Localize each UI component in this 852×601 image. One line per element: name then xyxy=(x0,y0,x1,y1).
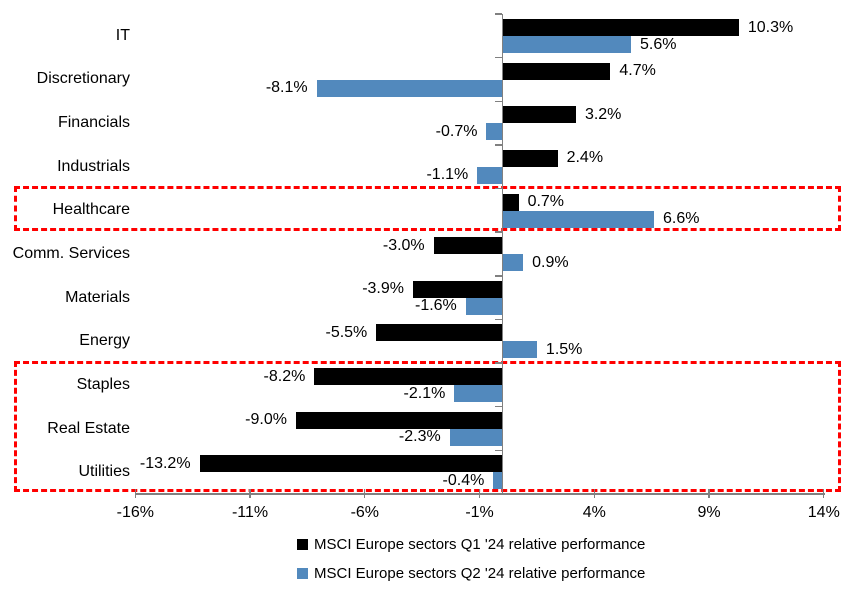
category-axis-tick xyxy=(494,56,502,59)
bar-q1 xyxy=(199,455,503,473)
x-axis-tick xyxy=(708,489,710,498)
value-label: 10.3% xyxy=(747,18,794,36)
value-label: 3.2% xyxy=(584,105,622,123)
bar-q1 xyxy=(502,19,739,36)
legend-label-q1: MSCI Europe sectors Q1 '24 relative perf… xyxy=(314,536,646,553)
category-axis-tick xyxy=(494,449,502,452)
category-axis-tick xyxy=(494,275,502,277)
bar-q2 xyxy=(465,297,503,315)
category-label: Comm. Services xyxy=(12,244,130,262)
bar-q2 xyxy=(486,123,503,141)
bar-q1 xyxy=(502,149,558,167)
bar-q1 xyxy=(314,368,503,386)
value-label: 1.5% xyxy=(545,340,583,358)
value-label: -2.1% xyxy=(403,384,446,402)
category-label: Discretionary xyxy=(36,70,130,88)
x-axis-tick xyxy=(593,489,595,498)
value-label: -13.2% xyxy=(139,454,191,472)
highlight-box-1 xyxy=(14,186,841,231)
category-axis-tick xyxy=(494,493,502,495)
value-label: 2.4% xyxy=(566,149,604,167)
x-axis-tick xyxy=(823,489,825,498)
category-axis-tick xyxy=(494,13,502,15)
category-label: Utilities xyxy=(78,463,130,481)
y-axis xyxy=(501,14,504,494)
bar-q2 xyxy=(493,472,503,490)
x-tick-label: -1% xyxy=(465,504,494,521)
category-label: IT xyxy=(115,26,130,44)
bar-q2 xyxy=(502,36,632,53)
bar-q2 xyxy=(477,166,503,184)
bar-q1 xyxy=(502,106,576,124)
bar-q1 xyxy=(412,280,503,298)
legend-item-q1: MSCI Europe sectors Q1 '24 relative perf… xyxy=(297,536,645,553)
category-axis-tick xyxy=(494,100,502,102)
bar-q1 xyxy=(295,411,503,429)
bar-q1 xyxy=(502,62,611,80)
category-label: Industrials xyxy=(57,157,130,175)
x-axis-tick xyxy=(249,489,251,498)
q2-series-swatch xyxy=(297,568,308,579)
value-label: -3.0% xyxy=(382,236,425,254)
value-label: 5.6% xyxy=(640,35,677,53)
category-label: Staples xyxy=(76,375,130,393)
value-label: 6.6% xyxy=(662,210,700,228)
legend-label-q2: MSCI Europe sectors Q2 '24 relative perf… xyxy=(314,565,646,582)
value-label: 0.7% xyxy=(527,193,565,211)
x-tick-label: -6% xyxy=(350,504,380,521)
value-label: 4.7% xyxy=(619,62,656,80)
category-axis-tick xyxy=(494,318,502,321)
legend-item-q2: MSCI Europe sectors Q2 '24 relative perf… xyxy=(297,565,645,582)
value-label: -0.4% xyxy=(442,471,485,489)
value-label: -0.7% xyxy=(435,122,478,140)
category-axis-tick xyxy=(494,187,502,190)
category-axis-tick xyxy=(494,406,502,408)
category-axis-tick xyxy=(494,144,502,146)
bar-q2 xyxy=(502,210,654,228)
legend: MSCI Europe sectors Q1 '24 relative perf… xyxy=(297,536,645,582)
value-label: -8.2% xyxy=(263,367,306,385)
value-label: -9.0% xyxy=(245,411,287,429)
value-label: -3.9% xyxy=(362,280,404,298)
bar-q2 xyxy=(316,79,503,97)
x-axis-tick xyxy=(364,489,366,498)
bar-q2 xyxy=(454,385,503,403)
x-tick-label: 4% xyxy=(582,504,606,521)
category-label: Materials xyxy=(65,288,130,306)
bar-q1 xyxy=(376,324,503,342)
value-label: -8.1% xyxy=(265,79,308,97)
value-label: -2.3% xyxy=(398,428,441,446)
q1-series-swatch xyxy=(297,539,308,550)
value-label: 0.9% xyxy=(532,253,569,271)
value-label: -5.5% xyxy=(325,323,368,341)
x-axis-tick xyxy=(478,489,481,498)
bar-q1 xyxy=(433,237,503,255)
category-axis-tick xyxy=(494,362,502,364)
x-axis xyxy=(136,493,825,495)
category-axis-tick xyxy=(494,231,502,233)
category-label: Healthcare xyxy=(52,201,130,219)
bar-q2 xyxy=(449,428,503,446)
category-label: Real Estate xyxy=(47,419,130,437)
category-label: Energy xyxy=(79,332,130,350)
highlight-box-2 xyxy=(14,360,841,493)
value-label: -1.1% xyxy=(426,166,469,184)
category-label: Financials xyxy=(57,114,130,132)
x-tick-label: -11% xyxy=(231,504,269,521)
x-tick-label: -16% xyxy=(116,504,154,521)
x-tick-label: 14% xyxy=(807,504,840,521)
bar-q2 xyxy=(502,254,524,272)
x-tick-label: 9% xyxy=(697,504,721,521)
value-label: -1.6% xyxy=(414,297,457,315)
bar-q1 xyxy=(502,193,519,211)
bar-q2 xyxy=(502,341,537,359)
x-axis-tick xyxy=(134,489,136,498)
